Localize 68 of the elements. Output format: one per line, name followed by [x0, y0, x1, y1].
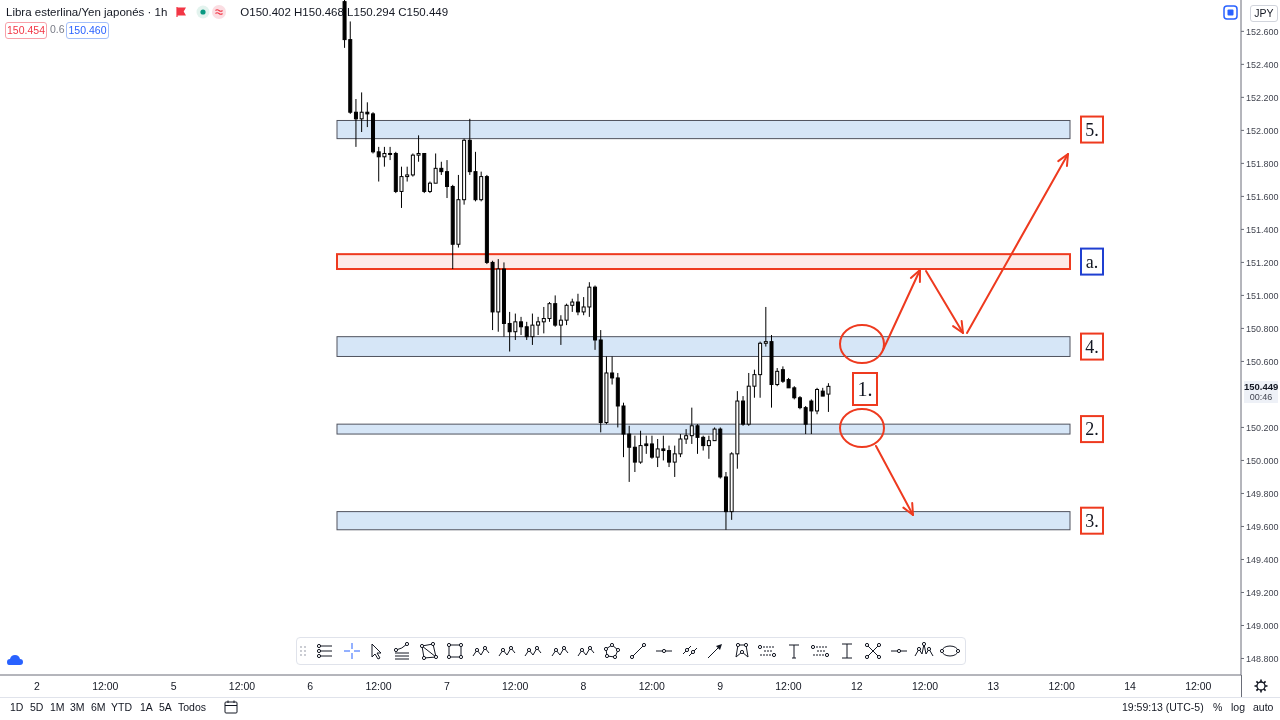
y-tick-label: 151.200: [1246, 257, 1279, 268]
text: %: [1213, 701, 1223, 713]
y-tick-label: 150.600: [1246, 356, 1279, 367]
y-tick-label: 149.600: [1246, 521, 1279, 532]
text: 5A: [159, 701, 172, 713]
candlestick: [519, 316, 524, 336]
y-tick-label: 151.800: [1246, 158, 1279, 169]
text: JPY: [1250, 5, 1278, 22]
y-tick-label: 152.000: [1246, 125, 1279, 136]
y-tick-label: 149.000: [1246, 620, 1279, 631]
y-tick-label: 151.400: [1246, 224, 1279, 235]
x-tick-label: 12:00: [1048, 680, 1075, 693]
text: YTD: [111, 701, 132, 713]
x-tick-label: 12: [850, 680, 863, 693]
text: 1D: [10, 701, 24, 713]
y-tick-label: 150.200: [1246, 422, 1279, 433]
candlestick: [445, 159, 450, 199]
x-tick-label: 12:00: [911, 680, 939, 693]
x-tick-label: 12:00: [638, 680, 666, 693]
text: log: [1231, 701, 1246, 713]
x-tick-label: 12:00: [1185, 680, 1212, 693]
y-tick-label: 152.600: [1246, 26, 1279, 37]
band-label: 2.: [1085, 419, 1099, 440]
annotation: 0.6: [50, 22, 65, 37]
x-tick-label: 12:00: [228, 680, 256, 693]
x-tick-label: 12:00: [92, 680, 119, 693]
band-label: a.: [1085, 251, 1099, 272]
x-tick-label: 13: [987, 680, 1000, 693]
y-tick-label: 149.800: [1246, 488, 1279, 499]
y-tick-label: 149.200: [1246, 587, 1279, 598]
y-tick-label: 151.000: [1246, 290, 1279, 301]
x-tick-label: 12:00: [365, 680, 392, 693]
x-tick-label: 5: [170, 680, 177, 693]
band-label: 3.: [1085, 510, 1099, 531]
x-tick-label: 7: [443, 680, 450, 693]
text: 1M: [50, 701, 65, 713]
band-label: 4.: [1085, 336, 1099, 357]
x-tick-label: 12:00: [775, 680, 802, 693]
x-tick-label: 12:00: [502, 680, 529, 693]
text: 00:46: [1244, 392, 1278, 403]
annotation: 1.: [852, 372, 878, 406]
y-tick-label: 150.000: [1246, 455, 1279, 466]
band-label: 5.: [1085, 119, 1099, 140]
x-tick-label: 6: [307, 680, 314, 693]
y-tick-label: 152.200: [1246, 92, 1279, 103]
annotation: 150.454: [5, 22, 47, 39]
candlestick: [649, 435, 654, 460]
y-tick-label: 149.400: [1246, 554, 1279, 565]
text: 19:59:13 (UTC-5): [1122, 701, 1204, 713]
x-tick-label: 2: [34, 680, 41, 693]
text: 3M: [70, 701, 85, 713]
text: 5D: [30, 701, 44, 713]
text: 6M: [91, 701, 106, 713]
candlestick: [575, 293, 580, 316]
candlestick: [667, 445, 672, 468]
text: auto: [1253, 701, 1274, 713]
y-tick-label: 148.800: [1246, 653, 1279, 664]
y-tick-label: 152.400: [1246, 59, 1279, 70]
text: 150.449: [1244, 381, 1279, 392]
text: Libra esterlina/Yen japonés · 1h: [6, 6, 168, 18]
y-tick-label: 150.800: [1246, 323, 1279, 334]
text: Todos: [178, 701, 207, 713]
annotation: 150.460: [66, 22, 109, 39]
x-tick-label: 9: [717, 680, 724, 693]
x-tick-label: 8: [580, 680, 587, 693]
y-tick-label: 151.600: [1246, 191, 1279, 202]
x-tick-label: 14: [1124, 680, 1136, 693]
text: 1A: [140, 701, 153, 713]
